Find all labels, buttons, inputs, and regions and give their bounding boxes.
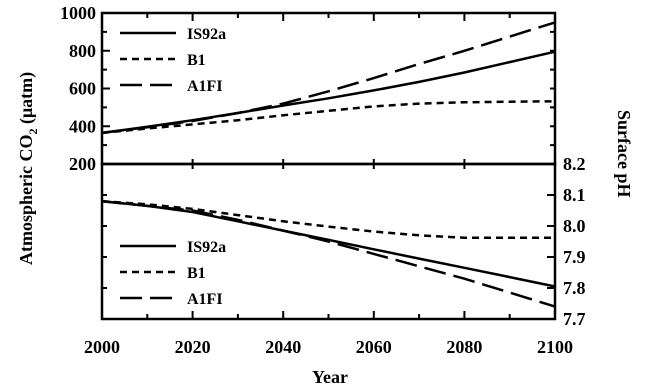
x-tick-label-2020: 2020 bbox=[175, 337, 211, 357]
co2-tick-label-1000: 1000 bbox=[60, 3, 96, 23]
ph-series-is92a bbox=[101, 199, 556, 288]
ph-series-b1 bbox=[101, 199, 555, 240]
co2-tick-label-800: 800 bbox=[69, 41, 96, 61]
axis-ticks bbox=[101, 12, 556, 320]
ph-tick-label-4: 8.1 bbox=[563, 185, 586, 205]
series-lines bbox=[101, 21, 556, 308]
co2-tick-label-400: 400 bbox=[69, 116, 96, 136]
co2-legend-label-b1: B1 bbox=[187, 52, 206, 69]
co2-series-b1 bbox=[101, 100, 556, 135]
ph-legend-label-b1: B1 bbox=[187, 265, 206, 282]
ph-legend-label-a1fi: A1FI bbox=[187, 291, 223, 308]
co2-series-a1fi bbox=[101, 21, 556, 135]
x-tick-label-2060: 2060 bbox=[356, 337, 392, 357]
legends: IS92a B1 A1FI IS92a B1 A1FI bbox=[120, 26, 226, 308]
co2-tick-label-200: 200 bbox=[69, 154, 96, 174]
tick-labels: 200 400 600 800 1000 7.7 7.8 7.9 8.0 8.1 8.2 2000 20… bbox=[60, 3, 586, 357]
ph-tick-label-0: 7.7 bbox=[563, 309, 586, 329]
x-tick-label-2000: 2000 bbox=[84, 337, 120, 357]
ph-tick-label-2: 7.9 bbox=[563, 247, 586, 267]
x-tick-label-2040: 2040 bbox=[265, 337, 301, 357]
ph-tick-label-1: 7.8 bbox=[563, 278, 586, 298]
x-axis-label: Year bbox=[312, 367, 348, 387]
x-tick-label-2100: 2100 bbox=[537, 337, 573, 357]
co2-tick-label-600: 600 bbox=[69, 79, 96, 99]
ph-tick-label-3: 8.0 bbox=[563, 216, 586, 236]
ph-series-a1fi bbox=[101, 199, 556, 308]
y-axis-label-ph: Surface pH bbox=[614, 110, 634, 198]
x-tick-label-2080: 2080 bbox=[446, 337, 482, 357]
top-panel-frame bbox=[100, 11, 557, 166]
ph-tick-label-5: 8.2 bbox=[563, 154, 586, 174]
ph-legend-label-is92a: IS92a bbox=[187, 239, 226, 256]
co2-legend-label-a1fi: A1FI bbox=[187, 78, 223, 95]
co2-legend-label-is92a: IS92a bbox=[187, 26, 226, 43]
y-axis-label-co2: Atmospheric CO2 (μatm) bbox=[16, 72, 40, 265]
